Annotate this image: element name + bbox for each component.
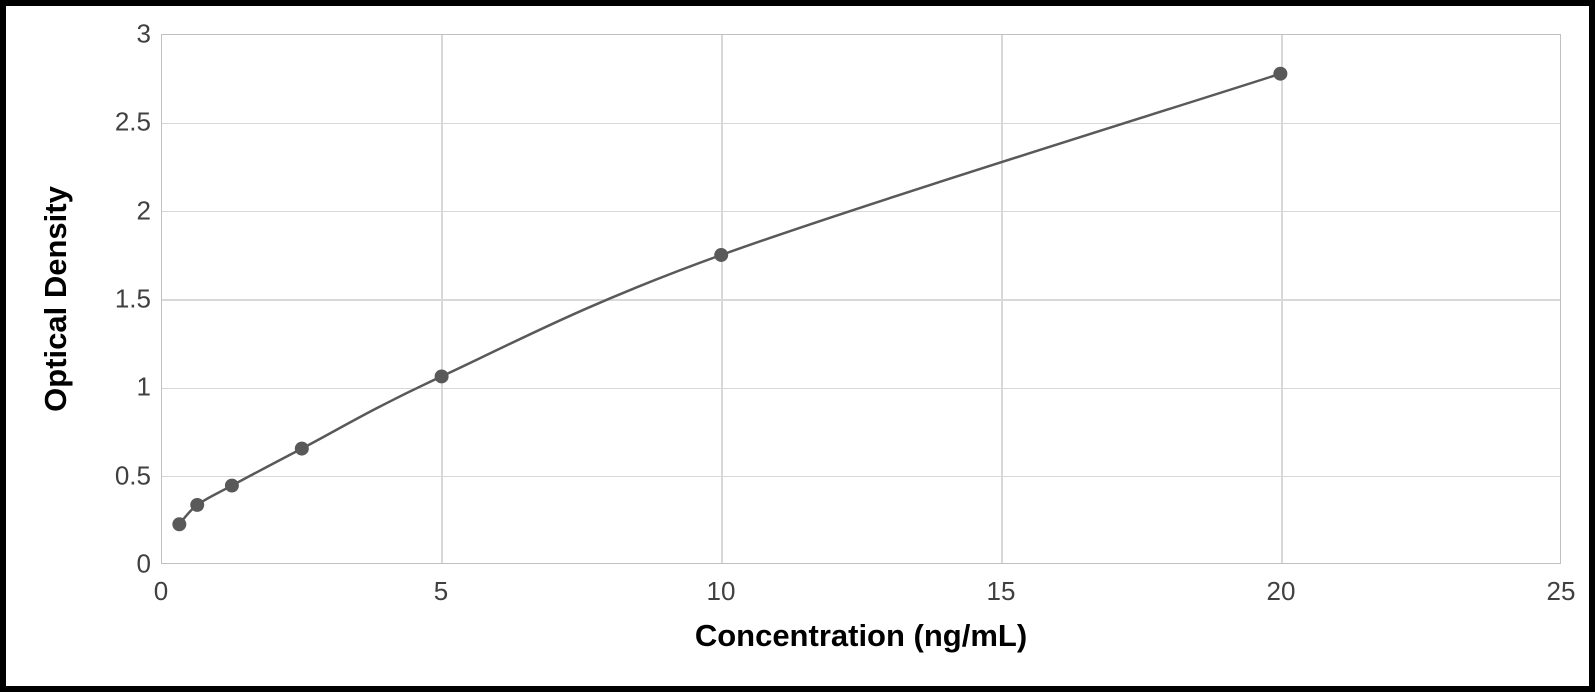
y-tick-label: 1: [91, 372, 151, 403]
y-tick-label: 0: [91, 549, 151, 580]
x-axis-label: Concentration (ng/mL): [695, 618, 1027, 654]
y-tick-label: 1.5: [91, 284, 151, 315]
data-point-marker: [1273, 67, 1287, 81]
x-tick-label: 5: [434, 576, 448, 607]
x-tick-label: 10: [707, 576, 736, 607]
data-point-marker: [295, 442, 309, 456]
x-tick-label: 15: [987, 576, 1016, 607]
x-tick-label: 20: [1267, 576, 1296, 607]
y-tick-label: 3: [91, 19, 151, 50]
x-tick-label: 25: [1547, 576, 1576, 607]
y-tick-label: 2.5: [91, 107, 151, 138]
series-layer: [162, 35, 1560, 563]
data-point-marker: [172, 517, 186, 531]
plot-area: [161, 34, 1561, 564]
data-point-marker: [435, 369, 449, 383]
y-tick-label: 0.5: [91, 460, 151, 491]
data-point-marker: [190, 498, 204, 512]
data-point-marker: [714, 248, 728, 262]
x-tick-label: 0: [154, 576, 168, 607]
y-tick-label: 2: [91, 195, 151, 226]
series-line: [179, 74, 1280, 525]
y-axis-label: Optical Density: [38, 186, 74, 412]
chart-container: Optical Density Concentration (ng/mL) 0 5…: [0, 0, 1595, 692]
data-point-marker: [225, 479, 239, 493]
